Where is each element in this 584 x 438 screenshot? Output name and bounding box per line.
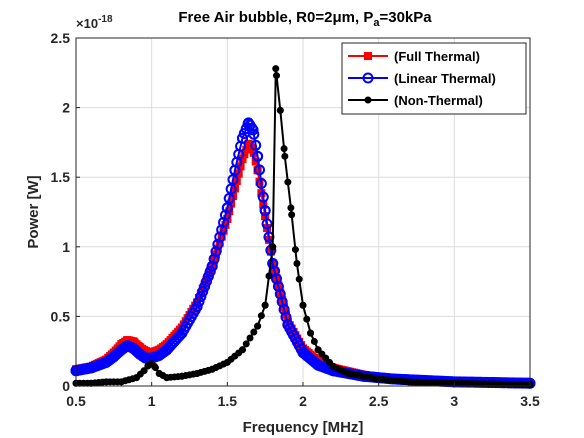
series-layer [70,65,536,389]
x-tick-label: 3 [450,393,458,409]
series-marker-non-thermal [303,315,311,323]
series-marker-non-thermal [291,246,299,254]
data-point-non-thermal [272,65,280,73]
series-marker-non-thermal [295,275,303,283]
legend: (Full Thermal) (Linear Thermal) (Non-Therm… [341,42,527,115]
legend-label: (Full Thermal) [394,49,480,64]
series-marker-linear-thermal [252,150,264,162]
series-marker-linear-thermal [216,224,228,236]
legend-entry-linear-thermal: (Linear Thermal) [348,71,496,86]
series-marker-linear-thermal [259,205,271,217]
x-tick-label: 1 [148,393,156,409]
series-marker-linear-thermal [195,291,207,303]
series-marker-linear-thermal [248,128,260,140]
series-marker-non-thermal [314,346,322,354]
series-marker-non-thermal [280,145,288,153]
series-marker-non-thermal [242,340,250,348]
series-marker-linear-thermal [255,177,267,189]
series-marker-non-thermal [310,337,318,345]
chart-title: Free Air bubble, R0=2μm, Pa=30kPa [178,9,432,29]
series-marker-non-thermal [254,322,262,330]
series-marker-linear-thermal [246,122,258,134]
series-marker-linear-thermal [218,216,230,228]
legend-label: (Linear Thermal) [394,71,496,86]
legend-label: (Non-Thermal) [394,93,483,108]
series-marker-non-thermal [276,106,284,114]
series-marker-non-thermal [265,272,273,280]
series-marker-linear-thermal [250,139,262,151]
series-marker-linear-thermal [214,231,226,243]
series-non-thermal [72,65,534,389]
series-marker-non-thermal [269,243,277,251]
legend-marker [364,52,372,60]
series-marker-linear-thermal [210,246,222,258]
series-marker-non-thermal [246,334,254,342]
x-tick-label: 2 [299,393,307,409]
y-tick-label: 2.5 [51,30,71,46]
legend-entry-full-thermal: (Full Thermal) [348,49,480,64]
series-marker-non-thermal [257,312,265,320]
series-marker-linear-thermal [257,191,269,203]
x-axis-label: Frequency [MHz] [243,419,364,436]
series-marker-linear-thermal [253,164,265,176]
series-marker-non-thermal [273,72,281,80]
legend-marker [364,96,372,104]
series-marker-non-thermal [288,211,296,219]
x-tick-label: 0.5 [66,393,86,409]
series-marker-linear-thermal [206,260,218,272]
series-marker-linear-thermal [201,275,213,287]
series-marker-linear-thermal [212,238,224,250]
data-point-non-thermal [281,152,289,160]
y-exponent-label: ×10-18 [76,14,113,31]
series-markers-non-thermal [72,65,534,389]
y-tick-label: 1.5 [51,169,71,185]
legend-marker [362,72,374,84]
x-tick-label: 1.5 [218,393,238,409]
series-marker-non-thermal [261,301,269,309]
data-point-non-thermal [293,260,301,268]
x-tick-label: 2.5 [369,393,389,409]
series-marker-linear-thermal [191,301,203,313]
y-tick-label: 0 [62,378,70,394]
y-tick-label: 2 [62,100,70,116]
series-marker-non-thermal [307,329,315,337]
series-marker-linear-thermal [197,286,209,298]
series-marker-non-thermal [284,178,292,186]
data-point-non-thermal [287,204,295,212]
legend-entry-non-thermal: (Non-Thermal) [348,93,483,108]
series-marker-linear-thermal [204,265,216,277]
series-marker-non-thermal [250,328,258,336]
axis-ticks: 0.5 1 1.5 2 2.5 3 3.500.511.522.5 [51,30,540,409]
series-marker-non-thermal [151,364,159,372]
series-marker-non-thermal [238,346,246,354]
series-marker-linear-thermal [202,270,214,282]
series-marker-non-thermal [325,358,333,366]
series-marker-linear-thermal [208,253,220,265]
series-marker-non-thermal [322,354,330,362]
series-marker-non-thermal [299,301,307,309]
series-marker-linear-thermal [219,209,231,221]
x-tick-label: 3.5 [520,393,540,409]
series-marker-linear-thermal [199,280,211,292]
series-marker-non-thermal [318,350,326,358]
y-axis-label: Power [W] [25,175,42,248]
series-marker-non-thermal [140,367,148,375]
series-marker-full-thermal [255,177,264,186]
y-tick-label: 1 [62,239,70,255]
y-tick-label: 0.5 [51,308,71,324]
series-marker-linear-thermal [261,218,273,230]
series-marker-linear-thermal [193,296,205,308]
